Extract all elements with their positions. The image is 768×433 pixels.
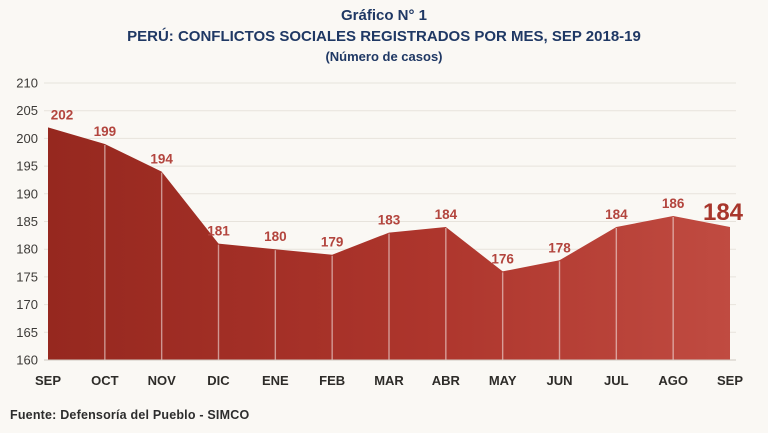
data-label: 186 xyxy=(662,196,685,211)
data-label: 184 xyxy=(435,207,458,222)
y-tick-label: 165 xyxy=(16,325,38,340)
x-tick-label: SEP xyxy=(717,373,743,388)
x-tick-label: SEP xyxy=(35,373,61,388)
x-tick-label: FEB xyxy=(319,373,345,388)
data-label: 176 xyxy=(491,251,514,266)
chart-subtitle: (Número de casos) xyxy=(325,49,443,64)
source-note: Fuente: Defensoría del Pueblo - SIMCO xyxy=(10,408,250,422)
data-label: 202 xyxy=(51,107,74,122)
data-label: 194 xyxy=(150,152,173,167)
data-label: 180 xyxy=(264,229,287,244)
x-tick-label: AGO xyxy=(658,373,688,388)
x-tick-label: ABR xyxy=(432,373,461,388)
y-tick-label: 185 xyxy=(16,214,38,229)
y-tick-label: 205 xyxy=(16,103,38,118)
x-tick-label: JUN xyxy=(546,373,572,388)
y-tick-label: 160 xyxy=(16,353,38,368)
data-label: 178 xyxy=(548,240,571,255)
data-label: 199 xyxy=(94,124,117,139)
data-label: 184 xyxy=(605,207,628,222)
x-tick-label: NOV xyxy=(148,373,177,388)
chart-number-title: Gráfico N° 1 xyxy=(340,7,428,24)
y-tick-label: 170 xyxy=(16,297,38,312)
data-label: 184 xyxy=(703,199,744,226)
x-tick-label: MAY xyxy=(489,373,517,388)
y-tick-label: 195 xyxy=(16,159,38,174)
data-label: 181 xyxy=(207,224,230,239)
y-tick-label: 210 xyxy=(16,76,38,91)
y-tick-label: 200 xyxy=(16,131,38,146)
y-tick-label: 175 xyxy=(16,269,38,284)
data-label: 183 xyxy=(378,213,401,228)
x-tick-label: DIC xyxy=(207,373,230,388)
x-tick-label: ENE xyxy=(262,373,289,388)
x-tick-label: JUL xyxy=(604,373,629,388)
y-tick-label: 180 xyxy=(16,242,38,257)
x-tick-label: OCT xyxy=(91,373,119,388)
y-tick-label: 190 xyxy=(16,186,38,201)
x-tick-label: MAR xyxy=(374,373,404,388)
data-label: 179 xyxy=(321,235,344,250)
chart-header: Gráfico N° 1 PERÚ: CONFLICTOS SOCIALES R… xyxy=(0,6,768,66)
chart-main-title: PERÚ: CONFLICTOS SOCIALES REGISTRADOS PO… xyxy=(127,28,641,45)
